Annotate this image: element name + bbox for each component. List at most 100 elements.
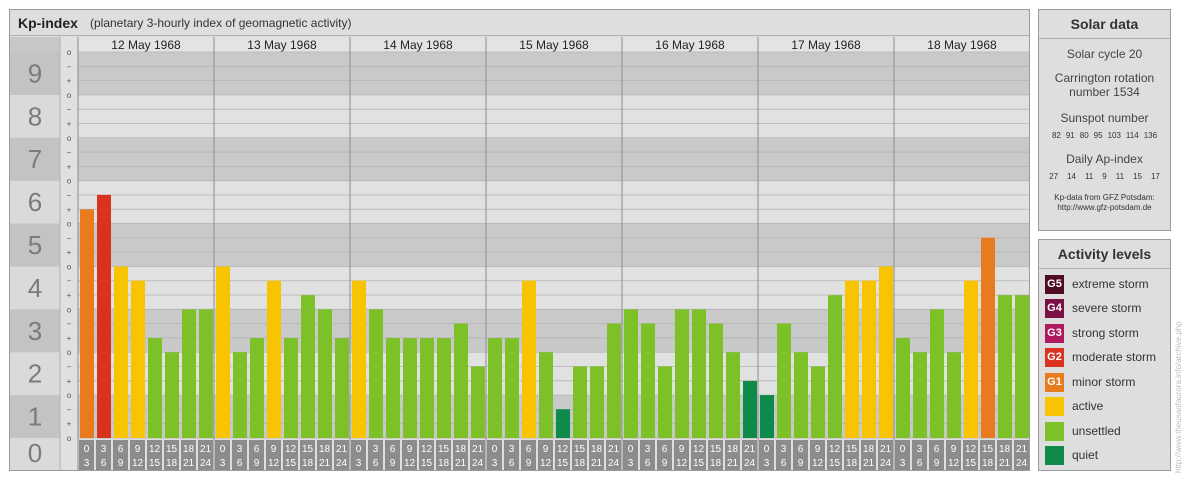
hour-label-cell bbox=[521, 440, 536, 470]
sub-tick-label: − bbox=[67, 320, 72, 329]
kp-bar bbox=[675, 309, 689, 438]
hour-end-label: 15 bbox=[829, 458, 841, 469]
hour-end-label: 6 bbox=[373, 458, 379, 469]
sub-tick-label: + bbox=[67, 119, 72, 128]
hour-start-label: 9 bbox=[679, 444, 685, 455]
hour-label-cell bbox=[555, 440, 570, 470]
sub-tick-label: − bbox=[67, 405, 72, 414]
kp-bar-chart: 0123456789o+−o+−o+−o+−o+−o+−o+−o+−o+−o12… bbox=[10, 37, 1029, 470]
sub-tick-label: + bbox=[67, 248, 72, 257]
y-band bbox=[10, 180, 60, 224]
hour-end-label: 15 bbox=[149, 458, 161, 469]
hour-start-label: 6 bbox=[662, 444, 668, 455]
hour-end-label: 9 bbox=[526, 458, 532, 469]
sub-tick-label: o bbox=[67, 177, 72, 186]
hour-start-label: 6 bbox=[390, 444, 396, 455]
kp-bar bbox=[80, 209, 94, 438]
sunspot-value: 136 bbox=[1143, 131, 1158, 140]
kp-bar bbox=[709, 323, 723, 438]
y-band bbox=[10, 223, 60, 267]
level-label: active bbox=[1072, 399, 1104, 413]
hour-start-label: 15 bbox=[438, 444, 450, 455]
hour-start-label: 3 bbox=[237, 444, 243, 455]
level-extreme-storm: G5 extreme storm bbox=[1045, 274, 1149, 294]
kp-bar bbox=[811, 366, 825, 438]
sub-tick-label: − bbox=[67, 62, 72, 71]
hour-start-label: 9 bbox=[407, 444, 413, 455]
hour-end-label: 9 bbox=[662, 458, 668, 469]
hour-start-label: 15 bbox=[710, 444, 722, 455]
ap-value: 15 bbox=[1133, 172, 1142, 181]
y-band bbox=[10, 266, 60, 310]
hour-end-label: 6 bbox=[781, 458, 787, 469]
hour-label-cell bbox=[538, 440, 553, 470]
hour-label-cell bbox=[487, 440, 502, 470]
level-swatch: G4 bbox=[1045, 298, 1064, 318]
carrington-rotation: Carrington rotation bbox=[1054, 71, 1155, 85]
hour-start-label: 21 bbox=[880, 444, 892, 455]
sub-tick-label: + bbox=[67, 291, 72, 300]
kp-bar bbox=[335, 338, 349, 438]
kp-bar bbox=[352, 280, 366, 438]
sub-tick-label: o bbox=[67, 305, 72, 314]
sub-tick-label: + bbox=[67, 205, 72, 214]
hour-label-cell bbox=[266, 440, 281, 470]
level-band bbox=[78, 223, 1029, 267]
source-text: Kp-data from GFZ Potsdam: bbox=[1054, 193, 1155, 202]
hour-end-label: 3 bbox=[492, 458, 498, 469]
y-band bbox=[10, 352, 60, 396]
hour-end-label: 12 bbox=[404, 458, 416, 469]
hour-start-label: 9 bbox=[815, 444, 821, 455]
kp-bar bbox=[471, 366, 485, 438]
hour-end-label: 24 bbox=[336, 458, 348, 469]
hour-start-label: 9 bbox=[543, 444, 549, 455]
ap-value: 27 bbox=[1049, 172, 1059, 181]
hour-label-cell bbox=[283, 440, 298, 470]
hour-start-label: 15 bbox=[574, 444, 586, 455]
day-label: 14 May 1968 bbox=[383, 38, 453, 52]
hour-label-cell bbox=[674, 440, 689, 470]
hour-label-cell bbox=[878, 440, 893, 470]
kp-bar bbox=[743, 380, 757, 438]
hour-start-label: 15 bbox=[302, 444, 314, 455]
y-band bbox=[10, 395, 60, 438]
kp-bar bbox=[522, 280, 536, 438]
kp-bar bbox=[148, 338, 162, 438]
hour-label-cell bbox=[232, 440, 247, 470]
hour-start-label: 18 bbox=[863, 444, 875, 455]
hour-start-label: 18 bbox=[999, 444, 1011, 455]
kp-bar bbox=[131, 280, 145, 438]
level-swatch: G5 bbox=[1045, 274, 1064, 294]
hour-start-label: 21 bbox=[744, 444, 756, 455]
level-minor-storm: G1 minor storm bbox=[1045, 372, 1135, 392]
hour-label-cell bbox=[963, 440, 978, 470]
sub-tick-label: − bbox=[67, 234, 72, 243]
source-link[interactable]: http://www.gfz-potsdam.de bbox=[1057, 203, 1152, 212]
hour-label-cell bbox=[249, 440, 264, 470]
hour-label-cell bbox=[385, 440, 400, 470]
level-strong-storm: G3 strong storm bbox=[1045, 323, 1139, 343]
sunspot-value: 91 bbox=[1065, 131, 1075, 140]
hour-end-label: 18 bbox=[166, 458, 178, 469]
kp-bar bbox=[998, 295, 1012, 438]
hour-start-label: 3 bbox=[645, 444, 651, 455]
level-quiet: quiet bbox=[1045, 445, 1098, 465]
ap-value: 17 bbox=[1150, 172, 1160, 181]
ap-index-label: Daily Ap-index bbox=[1066, 152, 1143, 166]
hour-start-label: 6 bbox=[118, 444, 124, 455]
hour-start-label: 12 bbox=[421, 444, 433, 455]
kp-bar bbox=[250, 338, 264, 438]
level-label: strong storm bbox=[1072, 326, 1139, 340]
hour-label-cell bbox=[657, 440, 672, 470]
level-label: quiet bbox=[1072, 448, 1099, 462]
hour-label-cell bbox=[470, 440, 485, 470]
hour-label-cell bbox=[980, 440, 995, 470]
y-tick-label: 6 bbox=[28, 187, 42, 217]
hour-end-label: 24 bbox=[744, 458, 756, 469]
kp-bar bbox=[828, 295, 842, 438]
hour-end-label: 3 bbox=[84, 458, 90, 469]
hour-end-label: 18 bbox=[982, 458, 994, 469]
kp-bar bbox=[964, 280, 978, 438]
kp-bar bbox=[199, 309, 213, 438]
kp-bar bbox=[845, 280, 859, 438]
